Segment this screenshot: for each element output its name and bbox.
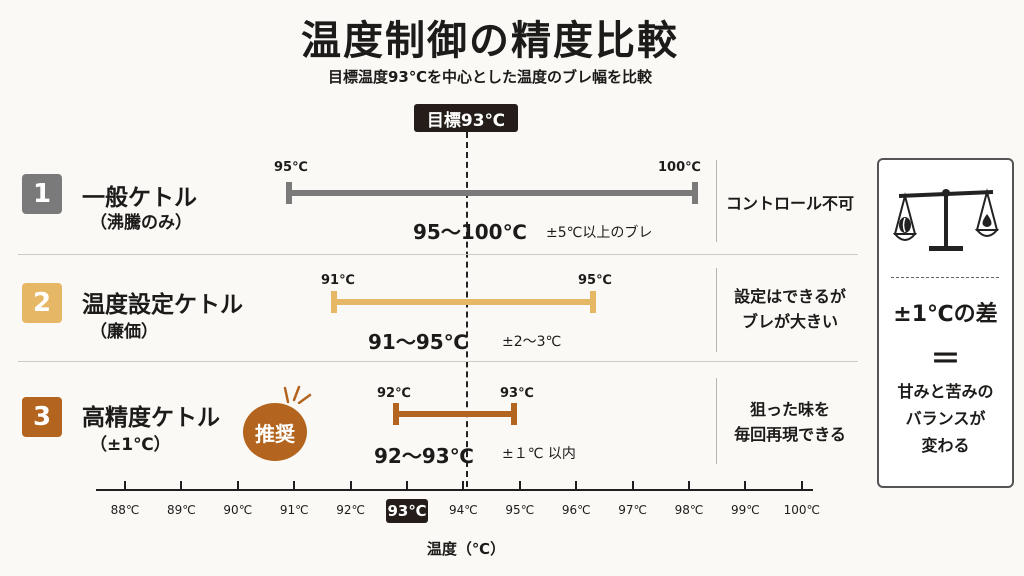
row-title: 高精度ケトル <box>82 405 220 431</box>
axis-tick-label: 99℃ <box>731 503 760 517</box>
bar-low-label: 95℃ <box>274 160 308 175</box>
axis-tick-label: 96℃ <box>561 503 591 517</box>
side-note-line: 設定はできるが <box>734 287 846 306</box>
side-note-line: ブレが大きい <box>741 311 838 331</box>
box-description: 甘みと苦みの バランスが 変わる <box>879 378 1012 460</box>
axis-tick <box>180 481 183 490</box>
row-side-note: 設定はできるが ブレが大きい <box>720 285 860 335</box>
range-label: 91〜95℃ <box>368 330 468 354</box>
column-divider <box>716 378 717 464</box>
temperature-axis <box>96 489 813 491</box>
variance-note: ±１℃ 以内 <box>502 446 576 462</box>
bar-low-label: 91℃ <box>321 273 355 288</box>
variance-note: ±2〜3℃ <box>502 334 562 350</box>
range-bar <box>330 291 597 313</box>
axis-tick <box>631 481 634 490</box>
row-subtitle: （沸騰のみ） <box>90 213 192 233</box>
axis-tick-label-target: 93℃ <box>386 499 428 523</box>
page-title: 温度制御の精度比較 <box>301 18 679 64</box>
row-title: 一般ケトル <box>82 185 197 211</box>
axis-label: 温度（℃） <box>426 540 506 558</box>
axis-tick <box>688 481 690 490</box>
axis-tick <box>462 481 465 490</box>
column-divider <box>716 268 717 352</box>
axis-tick-label: 94℃ <box>449 503 478 517</box>
axis-tick-label: 88℃ <box>110 503 140 517</box>
axis-tick <box>406 481 408 490</box>
axis-tick-label: 97℃ <box>618 503 647 517</box>
range-bar <box>285 182 698 204</box>
bar-high-label: 95℃ <box>578 273 612 288</box>
side-note-line: 狙った味を <box>749 400 830 419</box>
box-line: 甘みと苦みの <box>897 382 994 401</box>
burst-icon <box>283 385 312 404</box>
row-subtitle: （廉価） <box>90 322 158 342</box>
variance-note: ±5℃以上のブレ <box>546 225 653 241</box>
axis-tick-label: 89℃ <box>167 503 196 517</box>
bar-low-label: 92℃ <box>377 386 411 401</box>
row-number-badge: 3 <box>22 397 62 437</box>
balance-scale-icon <box>892 188 1000 251</box>
summary-box: ±1℃の差 ＝ 甘みと苦みの バランスが 変わる <box>877 158 1014 488</box>
axis-tick <box>800 481 803 490</box>
target-badge: 目標93℃ <box>414 104 518 132</box>
side-note-line: コントロール不可 <box>725 194 854 213</box>
box-line: 変わる <box>921 436 970 456</box>
row-title: 温度設定ケトル <box>82 292 243 318</box>
side-note-line: 毎回再現できる <box>734 424 846 444</box>
range-bar <box>392 403 518 425</box>
bar-high-label: 100℃ <box>658 160 701 175</box>
axis-tick-label: 91℃ <box>279 503 309 517</box>
axis-tick <box>236 481 239 490</box>
recommend-badge: 推奨 <box>243 403 307 461</box>
axis-tick <box>124 481 126 490</box>
box-equals: ＝ <box>930 342 961 377</box>
row-side-note: 狙った味を 毎回再現できる <box>720 398 860 448</box>
target-line <box>466 132 468 487</box>
row-number-badge: 1 <box>22 174 62 214</box>
row-side-note: コントロール不可 <box>720 192 860 217</box>
axis-tick-label: 90℃ <box>223 503 253 517</box>
axis-tick-label: 98℃ <box>674 503 704 517</box>
page-subtitle: 目標温度93℃を中心とした温度のブレ幅を比較 <box>327 68 653 86</box>
box-line: バランスが <box>905 409 986 429</box>
axis-tick <box>293 481 296 490</box>
axis-tick <box>575 481 578 490</box>
box-headline: ±1℃の差 <box>893 302 998 327</box>
axis-tick <box>518 481 521 490</box>
axis-tick <box>744 481 747 490</box>
axis-tick-label: 100℃ <box>783 503 820 517</box>
box-divider <box>891 277 999 278</box>
axis-tick-label: 95℃ <box>505 503 535 517</box>
row-divider <box>18 254 858 255</box>
row-divider <box>18 361 858 362</box>
axis-tick-label: 92℃ <box>336 503 365 517</box>
column-divider <box>716 160 717 242</box>
row-number-badge: 2 <box>22 283 62 323</box>
range-label: 92〜93℃ <box>374 444 474 468</box>
row-subtitle: （±1℃） <box>90 435 171 455</box>
range-label: 95〜100℃ <box>413 220 527 244</box>
axis-tick <box>349 481 352 490</box>
bar-high-label: 93℃ <box>500 386 534 401</box>
